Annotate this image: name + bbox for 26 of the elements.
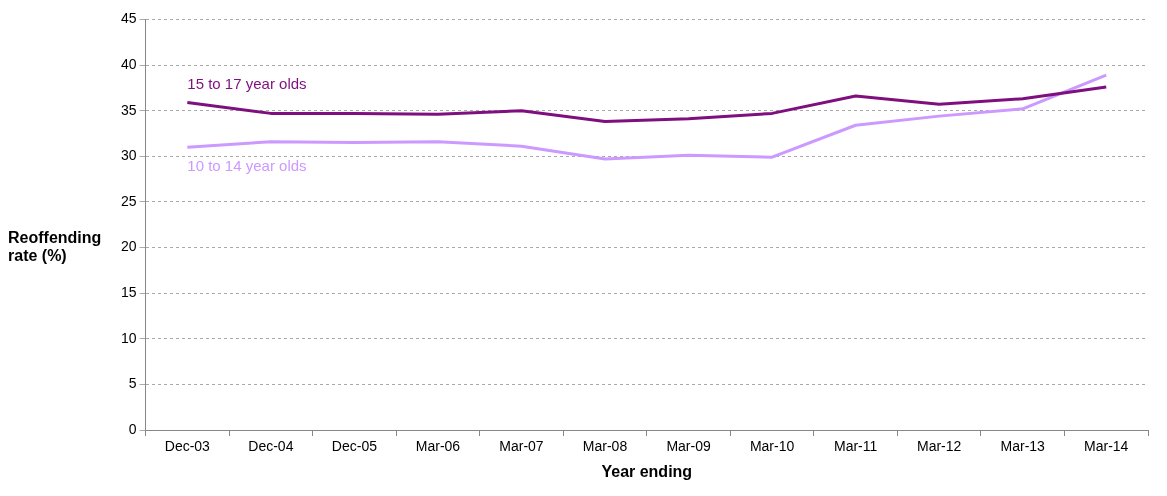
x-tick-label: Mar-11 bbox=[833, 438, 878, 455]
x-tick-label: Mar-07 bbox=[499, 438, 544, 455]
y-tick-label: 15 bbox=[120, 283, 137, 300]
x-axis-title: Year ending bbox=[601, 462, 693, 480]
y-tick-label: 25 bbox=[120, 192, 137, 209]
x-tick-label: Dec-05 bbox=[331, 438, 378, 455]
x-tick-label: Dec-04 bbox=[248, 438, 294, 455]
x-tick-label: Mar-14 bbox=[1084, 438, 1129, 455]
x-tick-label: Mar-13 bbox=[1000, 438, 1046, 455]
x-tick-label: Mar-08 bbox=[582, 438, 628, 455]
y-tick-label: 5 bbox=[128, 375, 137, 392]
x-tick-label: Mar-06 bbox=[415, 438, 461, 455]
x-tick-label: Dec-03 bbox=[164, 438, 211, 455]
y-tick-label: 30 bbox=[120, 147, 137, 164]
x-tick-label: Mar-09 bbox=[666, 438, 711, 455]
series-label: 15 to 17 year olds bbox=[187, 75, 307, 93]
x-tick-label: Mar-10 bbox=[749, 438, 795, 455]
y-tick-label: 0 bbox=[128, 420, 137, 437]
x-tick-label: Mar-12 bbox=[916, 438, 962, 455]
y-tick-label: 40 bbox=[120, 55, 137, 72]
y-tick-label: 10 bbox=[120, 329, 137, 346]
y-tick-label: 45 bbox=[120, 10, 137, 27]
y-tick-label: 35 bbox=[120, 101, 137, 118]
y-tick-label: 20 bbox=[120, 238, 137, 255]
y-axis-title: Reoffending rate (%) bbox=[8, 229, 103, 265]
series-label: 10 to 14 year olds bbox=[187, 156, 307, 174]
